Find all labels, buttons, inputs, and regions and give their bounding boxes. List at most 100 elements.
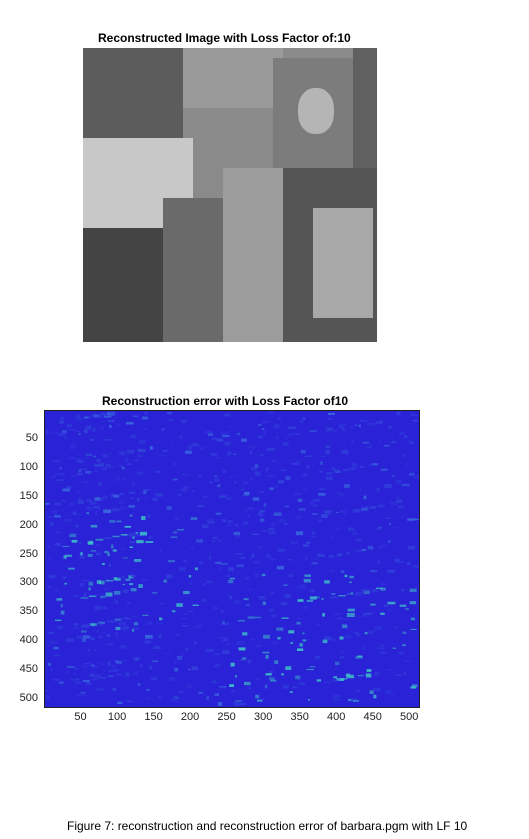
heatmap-cell [295, 531, 304, 536]
heatmap-cell [125, 617, 133, 620]
heatmap-cell [398, 651, 405, 655]
heatmap-cell [114, 509, 121, 512]
heatmap-cell [96, 630, 99, 633]
heatmap-cell [142, 614, 149, 616]
heatmap-cell [376, 527, 382, 530]
heatmap-cell [136, 533, 142, 536]
heatmap-cell [59, 467, 62, 470]
heatmap-cell [402, 631, 407, 634]
heatmap-cell [242, 657, 247, 660]
heatmap-cell [272, 641, 278, 644]
heatmap-cell [116, 577, 121, 581]
heatmap-cell [188, 575, 192, 578]
heatmap-cell [291, 551, 296, 553]
heatmap-cell [219, 496, 226, 498]
heatmap-cell [288, 574, 293, 578]
heatmap-cell [100, 412, 107, 416]
heatmap-cell [381, 566, 387, 568]
heatmap-cell [410, 413, 417, 416]
heatmap-cell [331, 638, 336, 642]
heatmap-cell [343, 635, 349, 640]
heatmap-cell [254, 573, 259, 577]
heatmap-cell [88, 587, 91, 591]
heatmap-cell [357, 549, 364, 553]
heatmap-cell [216, 438, 223, 442]
heatmap-cell [276, 565, 285, 570]
heatmap-cell [338, 424, 346, 426]
heatmap-cell [124, 672, 130, 677]
heatmap-cell [350, 592, 353, 595]
heatmap-cell [107, 661, 111, 666]
heatmap-cell [357, 675, 364, 677]
heatmap-cell [261, 573, 266, 577]
heatmap-cell [273, 424, 280, 429]
heatmap-cell [278, 519, 286, 522]
heatmap-cell [254, 471, 260, 475]
heatmap-cell [155, 493, 164, 497]
x-tick-label: 350 [290, 711, 309, 723]
heatmap-cell [81, 624, 89, 628]
heatmap-cell [259, 598, 267, 600]
heatmap-cell [222, 435, 230, 437]
heatmap-cell [84, 429, 88, 434]
heatmap-cell [60, 610, 65, 615]
heatmap-cell [109, 520, 116, 523]
heatmap-cell [105, 592, 113, 597]
heatmap-cell [99, 663, 103, 665]
heatmap-cell [331, 468, 340, 471]
heatmap-cell [209, 481, 213, 484]
heatmap-cell [285, 437, 289, 439]
heatmap-cell [108, 411, 115, 414]
heatmap-cell [292, 433, 301, 436]
heatmap-cell [338, 494, 345, 497]
heatmap-cell [213, 665, 219, 668]
heatmap-cell [190, 517, 198, 520]
heatmap-cell [284, 522, 289, 525]
heatmap-cell [364, 612, 373, 615]
heatmap-cell [161, 428, 165, 431]
heatmap-cell [332, 679, 340, 682]
heatmap-cell [82, 635, 90, 639]
heatmap-cell [354, 424, 358, 426]
heatmap-cell [306, 465, 310, 469]
heatmap-cell [173, 531, 177, 534]
heatmap-cell [210, 453, 218, 456]
heatmap-cell [114, 591, 121, 595]
heatmap-cell [71, 475, 77, 477]
heatmap-cell [80, 468, 87, 471]
heatmap-cell [343, 469, 349, 472]
heatmap-cell [128, 505, 136, 508]
heatmap-cell [399, 431, 405, 435]
heatmap-cell [311, 562, 318, 565]
heatmap-cell [137, 497, 140, 502]
x-tick-label: 50 [74, 711, 87, 723]
heatmap-cell [230, 662, 235, 667]
heatmap-cell [190, 548, 194, 550]
heatmap-cell [191, 666, 198, 671]
heatmap-cell [235, 524, 239, 527]
heatmap-cell [229, 577, 235, 580]
heatmap-cell [299, 419, 304, 424]
heatmap-cell [69, 679, 78, 681]
heatmap-cell [394, 558, 400, 563]
heatmap-cell [262, 428, 265, 430]
heatmap-cell [371, 569, 377, 574]
heatmap-cell [366, 445, 373, 449]
heatmap-cell [129, 514, 133, 517]
heatmap-cell [333, 676, 337, 679]
heatmap-cell [110, 664, 116, 668]
heatmap-cell [58, 432, 66, 437]
heatmap-cell [361, 507, 369, 511]
heatmap-cell [130, 434, 136, 439]
heatmap-cell [138, 584, 143, 588]
heatmap-cell [53, 653, 61, 657]
heatmap-cell [61, 472, 65, 476]
heatmap-cell [159, 617, 163, 621]
heatmap-cell [214, 693, 220, 696]
heatmap-cell [169, 699, 178, 702]
heatmap-cell [335, 661, 340, 666]
heatmap-cell [297, 617, 301, 619]
heatmap-cell [245, 604, 250, 606]
heatmap-cell [207, 521, 215, 524]
heatmap-cell [412, 565, 419, 568]
